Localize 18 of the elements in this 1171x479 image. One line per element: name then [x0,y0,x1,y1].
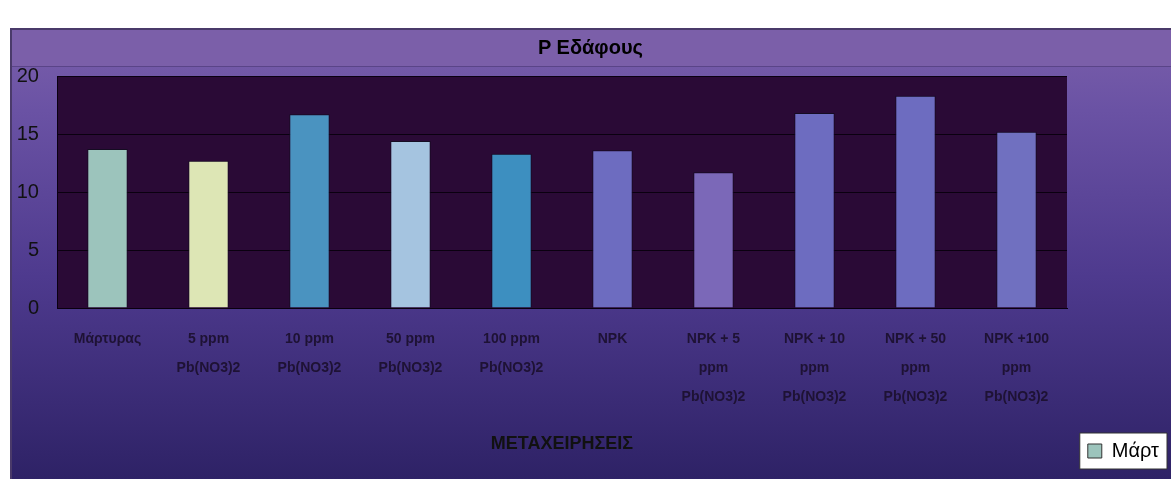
x-tick-label: NPK [597,329,628,346]
x-tick-label: 10 ppm Pb(NO3)2 [277,329,342,375]
x-tick-label: 5 ppm Pb(NO3)2 [176,329,241,375]
y-tick-label: 5 [27,237,39,260]
x-tick-label: NPK + 10 ppm Pb(NO3)2 [782,329,847,405]
x-tick-label: NPK + 5 ppm Pb(NO3)2 [681,329,746,405]
x-tick-label: NPK +100 ppm Pb(NO3)2 [984,329,1050,405]
chart-title: P Εδάφους [538,35,643,58]
x-tick-label: NPK + 50 ppm Pb(NO3)2 [883,329,948,405]
x-tick-label: 100 ppm Pb(NO3)2 [479,329,544,375]
x-tick-label: 50 ppm Pb(NO3)2 [378,329,443,375]
x-tick-label: Μάρτυρας [73,329,142,346]
legend-label: Μάρτ [1111,438,1160,461]
y-tick-label: 10 [16,179,39,202]
y-tick-label: 15 [16,121,39,144]
x-axis-title: ΜΕΤΑΧΕΙΡΗΣΕΙΣ [490,433,634,454]
y-tick-label: 0 [27,295,39,318]
y-tick-label: 20 [16,63,39,86]
